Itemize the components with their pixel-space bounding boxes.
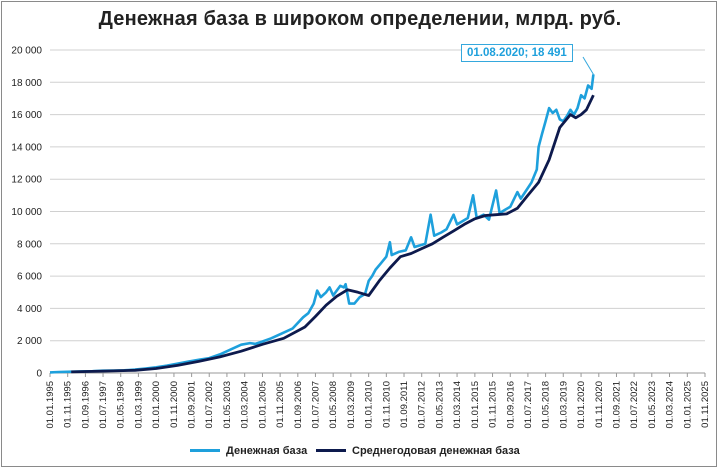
x-tick-label: 01.01.2020 (576, 381, 587, 429)
series-line-2 (71, 94, 595, 374)
x-tick-label: 01.11.2000 (169, 381, 180, 428)
x-tick-label: 01.11.1995 (63, 381, 74, 428)
annotation-leader (582, 56, 594, 75)
legend-swatch-series-1 (190, 448, 220, 452)
x-tick-label: 01.03.2009 (346, 381, 357, 429)
chart-title: Денежная база в широком определении, млр… (98, 8, 622, 30)
x-tick-label: 01.01.2010 (364, 381, 375, 429)
x-tick-label: 01.03.1999 (133, 381, 144, 429)
series-line-1 (49, 74, 595, 374)
x-tick-label: 01.03.2019 (558, 381, 569, 429)
x-tick-label: 01.09.1996 (80, 381, 91, 429)
x-tick-label: 01.01.2015 (470, 381, 481, 429)
series-lines (49, 74, 595, 374)
x-tick-label: 01.05.1998 (116, 381, 127, 429)
x-tick-label: 01.11.2005 (275, 381, 286, 428)
x-tick-label: 01.09.2001 (187, 381, 198, 429)
x-tick-label: 01.11.2015 (488, 381, 499, 428)
annotation-label: 01.08.2020; 18 491 (461, 44, 573, 62)
legend-label-series-1: Денежная база (226, 445, 308, 457)
x-tick-label: 01.01.2005 (257, 381, 268, 429)
y-tick-label: 10 000 (11, 207, 42, 218)
y-tick-label: 20 000 (11, 46, 42, 57)
y-tick-label: 4 000 (17, 304, 42, 315)
x-tick-label: 01.01.2000 (151, 381, 162, 429)
x-tick-label: 01.05.2023 (647, 381, 658, 429)
x-tick-label: 01.09.2006 (293, 381, 304, 429)
x-tick-label: 01.05.2018 (541, 381, 552, 429)
x-tick-label: 01.11.2020 (594, 381, 605, 428)
x-tick-label: 01.05.2003 (222, 381, 233, 429)
legend-swatch-series-2 (316, 448, 346, 452)
x-axis-ticks: 01.01.1995 01.11.1995 01.09.1996 01.07.1997… (45, 373, 711, 429)
x-tick-label: 01.09.2011 (399, 381, 410, 428)
x-tick-label: 01.11.2010 (381, 381, 392, 428)
legend-item-series-1: Денежная база (190, 445, 307, 457)
y-tick-label: 6 000 (17, 272, 42, 283)
x-tick-label: 01.07.2017 (523, 381, 534, 429)
x-tick-label: 01.03.2004 (240, 381, 251, 429)
legend-label-series-2: Среднегодовая денежная база (352, 445, 520, 457)
x-tick-label: 01.11.2025 (700, 381, 711, 428)
y-tick-label: 14 000 (11, 142, 42, 153)
x-tick-label: 01.07.2007 (310, 381, 321, 429)
annotation-leader-line (582, 56, 594, 75)
y-tick-label: 0 (36, 369, 42, 380)
grid-lines (50, 49, 705, 374)
x-tick-label: 01.03.2024 (665, 381, 676, 429)
x-tick-label: 01.09.2016 (505, 381, 516, 429)
legend: Денежная база Среднегодовая денежная баз… (0, 445, 720, 465)
y-tick-label: 8 000 (17, 239, 42, 250)
x-tick-label: 01.07.1997 (98, 381, 109, 429)
y-tick-label: 12 000 (11, 175, 42, 186)
x-tick-label: 01.03.2014 (452, 381, 463, 429)
x-tick-label: 01.07.2022 (629, 381, 640, 429)
y-tick-label: 16 000 (11, 110, 42, 121)
y-tick-label: 2 000 (17, 336, 42, 347)
x-tick-label: 01.01.1995 (45, 381, 56, 429)
x-tick-label: 01.01.2025 (682, 381, 693, 429)
x-tick-label: 01.07.2002 (204, 381, 215, 429)
x-tick-label: 01.07.2012 (417, 381, 428, 429)
y-tick-label: 18 000 (11, 78, 42, 89)
x-tick-label: 01.05.2013 (434, 381, 445, 429)
legend-item-series-2: Среднегодовая денежная база (316, 445, 520, 457)
y-axis-ticks: 0 2 000 4 000 6 000 8 000 10 000 12 000 14 000 1… (11, 46, 42, 380)
x-tick-label: 01.09.2021 (611, 381, 622, 429)
x-tick-label: 01.05.2008 (328, 381, 339, 429)
